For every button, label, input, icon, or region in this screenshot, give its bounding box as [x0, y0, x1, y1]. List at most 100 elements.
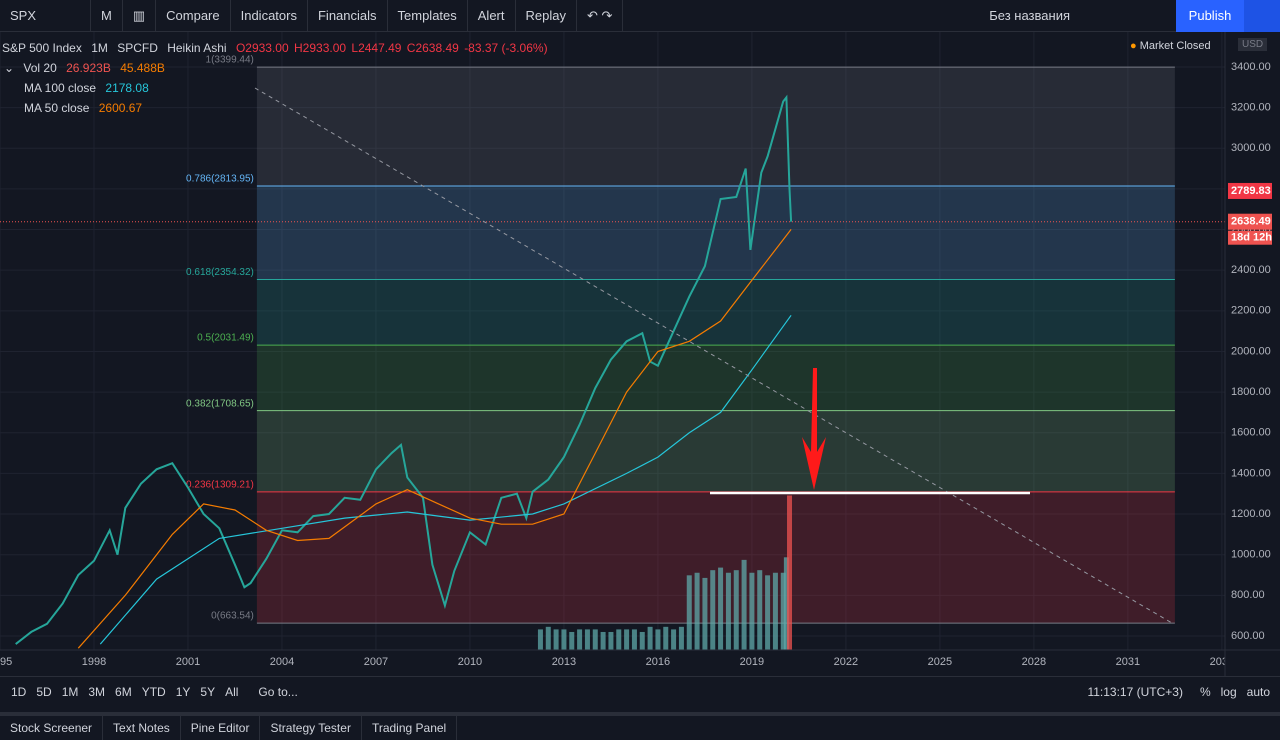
y-tick-label: 1400.00	[1231, 467, 1271, 479]
legend-value: 26.923B	[66, 61, 111, 75]
volume-bar	[663, 626, 669, 650]
scale-option[interactable]: auto	[1246, 684, 1270, 699]
legend-title: Heikin Ashi	[167, 41, 227, 55]
price-label-bg	[1228, 213, 1272, 230]
price-line	[15, 94, 793, 645]
tab[interactable]: Pine Editor	[181, 716, 261, 740]
legend-change: -83.37 (-3.06%)	[464, 41, 548, 55]
price-label: 2638.49	[1231, 216, 1271, 228]
x-tick-label: 1995	[0, 656, 12, 668]
fib-label: 0.618(2354.32)	[186, 267, 254, 278]
range-button[interactable]: All	[225, 684, 239, 699]
fib-label: 0.786(2813.95)	[186, 174, 254, 185]
volume-bar	[702, 577, 708, 650]
toolbar-button[interactable]: Financials	[308, 0, 388, 32]
y-tick-label: 3400.00	[1231, 61, 1271, 73]
tab[interactable]: Stock Screener	[0, 716, 104, 740]
y-tick-label: 3000.00	[1231, 142, 1271, 154]
volume-bar	[631, 629, 637, 650]
tab[interactable]: Strategy Tester	[260, 716, 362, 740]
interval[interactable]: M	[91, 0, 123, 32]
legend-row: S&P 500 Index 1M SPCFD Heikin Ashi O2933…	[2, 38, 554, 58]
toolbar-button[interactable]: Alert	[468, 0, 516, 32]
volume-bar	[569, 631, 575, 650]
chart: 1(3399.44) 0.786(2813.95) 0.618(2354.32) 0.…	[0, 32, 1280, 676]
collapse[interactable]: ⌄	[4, 61, 15, 75]
play-button[interactable]	[1244, 0, 1280, 32]
volume-bar	[600, 631, 606, 650]
legend-row: MA 50 close 2600.67	[24, 98, 554, 118]
y-tick-label: 2400.00	[1231, 264, 1271, 276]
legend-ohlc: C2638.49	[406, 41, 459, 55]
ma-line	[77, 229, 792, 649]
toolbar-button[interactable]: Templates	[388, 0, 468, 32]
fib-band	[256, 410, 1175, 492]
publish-button[interactable]: Publish	[1176, 0, 1244, 32]
x-tick-label: 2016	[646, 656, 670, 668]
volume-bar	[780, 572, 786, 650]
chart-type[interactable]: ▥	[123, 0, 157, 32]
y-tick-label: 800.00	[1231, 589, 1265, 601]
market-status: ● Market Closed	[1130, 40, 1211, 52]
volume-bar	[694, 572, 700, 650]
y-tick-label: 1200.00	[1231, 508, 1271, 520]
volume-bar	[757, 570, 763, 650]
scale-option[interactable]: %	[1199, 684, 1211, 699]
volume-bar	[647, 626, 653, 650]
volume-bar	[741, 559, 747, 650]
trend-line	[254, 87, 1173, 624]
undo[interactable]: ↶ ↷	[577, 0, 624, 32]
legend-value: 45.488B	[120, 61, 165, 75]
layout-name[interactable]: Без названия	[989, 8, 1070, 23]
goto-button[interactable]: Go to...	[258, 684, 298, 699]
fib-band	[256, 345, 1175, 411]
legend-row: ⌄ Vol 20 26.923B 45.488B	[4, 58, 554, 78]
symbol[interactable]: SPX	[0, 0, 91, 32]
y-tick-label: 3200.00	[1231, 102, 1271, 114]
clock: 11:13:17 (UTC+3)	[1087, 684, 1183, 699]
toolbar-button[interactable]: Compare	[156, 0, 231, 32]
bottom-toolbar: 1D 5D 1M 3M 6M YTD 1Y 5Y All Go to... 11…	[0, 676, 1280, 706]
range-button[interactable]: 6M	[115, 684, 132, 699]
volume-bar	[772, 572, 778, 650]
tab[interactable]: Text Notes	[103, 716, 181, 740]
range-button[interactable]: YTD	[141, 684, 166, 699]
range-button[interactable]: 5Y	[200, 684, 216, 699]
legend-ma: MA 50 close	[24, 101, 90, 115]
volume-bar	[710, 570, 716, 650]
volume-bar	[787, 495, 793, 650]
volume-bar	[616, 629, 622, 650]
range-button[interactable]: 1Y	[175, 684, 191, 699]
x-tick-label: 2019	[740, 656, 764, 668]
top-toolbar: SPX M ▥ Compare Indicators Financials Te…	[0, 0, 1280, 32]
volume-bar	[725, 572, 731, 650]
fib-label: 1(3399.44)	[206, 55, 254, 66]
x-tick-label: 2025	[928, 656, 952, 668]
range-button[interactable]: 1M	[61, 684, 79, 699]
fib-band	[256, 67, 1175, 187]
volume-bar	[655, 629, 661, 650]
currency[interactable]: USD	[1238, 38, 1268, 51]
y-tick-label: 1000.00	[1231, 549, 1271, 561]
toolbar-button[interactable]: Replay	[516, 0, 577, 32]
volume-bar	[733, 570, 739, 650]
y-tick-label: 600.00	[1231, 630, 1265, 642]
x-tick-label: 2028	[1022, 656, 1046, 668]
x-tick-label: 2034	[1210, 656, 1234, 668]
volume-bar	[749, 572, 755, 650]
range-button[interactable]: 5D	[36, 684, 52, 699]
countdown: 18d 12h	[1231, 232, 1272, 244]
legend-title: SPCFD	[117, 41, 158, 55]
range-button[interactable]: 3M	[88, 684, 106, 699]
tab[interactable]: Trading Panel	[362, 716, 458, 740]
volume-bar	[718, 567, 724, 650]
volume-bar	[639, 631, 645, 650]
volume-bar	[678, 626, 684, 650]
range-button[interactable]: 1D	[11, 684, 27, 699]
scale-option[interactable]: log	[1220, 684, 1237, 699]
y-tick-label: 2000.00	[1231, 345, 1271, 357]
volume-bar	[561, 629, 567, 650]
toolbar-button[interactable]: Indicators	[231, 0, 308, 32]
legend: S&P 500 Index 1M SPCFD Heikin Ashi O2933…	[2, 38, 554, 118]
